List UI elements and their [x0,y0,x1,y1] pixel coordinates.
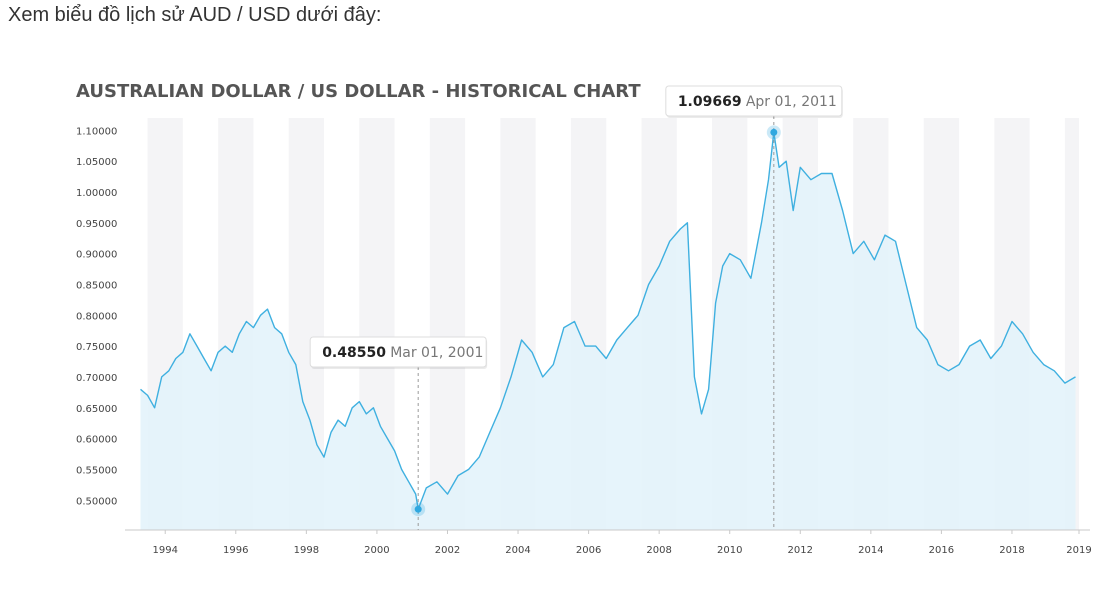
x-tick-label: 1998 [294,545,319,556]
y-tick-label: 0.55000 [76,465,117,476]
area-fill [140,132,1076,530]
y-axis: 1.10000 1.05000 1.00000 0.95000 0.90000 0.850… [76,126,117,507]
y-tick-label: 0.65000 [76,404,117,415]
x-axis: 1994 1996 1998 2000 2002 2004 2006 2008 2010 2012… [152,530,1092,556]
x-tick-label: 2002 [435,545,460,556]
x-tick-label: 2010 [717,545,742,556]
y-tick-label: 1.05000 [76,157,117,168]
intro-text: Xem biểu đồ lịch sử AUD / USD dưới đây: [8,4,382,26]
series-line [140,131,1076,510]
annotations: 0.48550 Mar 01, 2001 1.09669 Apr 01, 2011 [309,85,843,530]
callout-value: 1.09669 [678,94,742,110]
marker-point [770,128,778,136]
y-tick-label: 0.60000 [76,435,117,446]
y-tick-label: 0.80000 [76,311,117,322]
line-path [140,131,1076,510]
y-tick-label: 0.90000 [76,250,117,261]
year-band [429,118,466,530]
x-tick-label: 1996 [223,545,248,556]
callout-box [309,336,487,368]
x-tick-label: 2006 [576,545,601,556]
x-tick-label: 2019 [1066,545,1091,556]
x-tick-label: 2004 [505,545,530,556]
y-tick-label: 0.70000 [76,373,117,384]
x-tick-label: 2018 [999,545,1024,556]
area-path [140,132,1076,530]
marker-point [414,505,422,513]
x-tick-label: 2014 [858,545,883,556]
callout-date: Apr 01, 2011 [746,94,837,110]
callout-box [665,85,843,117]
callout-value: 0.48550 [322,345,386,361]
chart-title: AUSTRALIAN DOLLAR / US DOLLAR - HISTORIC… [76,81,641,102]
y-tick-label: 1.10000 [76,126,117,137]
y-tick-label: 0.50000 [76,496,117,507]
y-tick-label: 0.75000 [76,342,117,353]
y-tick-label: 0.95000 [76,219,117,230]
x-tick-label: 2016 [929,545,954,556]
x-tick-label: 2012 [788,545,813,556]
x-tick-label: 2000 [364,545,389,556]
x-tick-label: 1994 [152,545,177,556]
y-tick-label: 0.85000 [76,280,117,291]
x-tick-label: 2008 [646,545,671,556]
callout-date: Mar 01, 2001 [390,345,483,361]
y-tick-label: 1.00000 [76,188,117,199]
